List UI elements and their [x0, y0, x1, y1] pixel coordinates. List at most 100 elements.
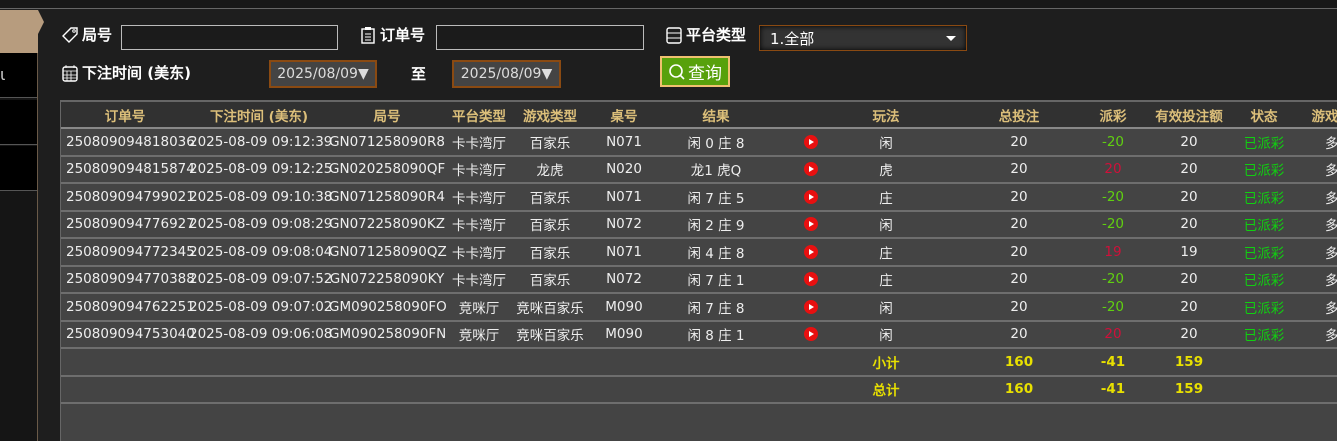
status-cell: 已派彩: [1229, 238, 1299, 267]
play-cell: 庄: [851, 238, 921, 267]
time-cell: 2025-08-09 09:07:02: [189, 293, 332, 322]
table-cell: M090: [587, 320, 661, 349]
mode-cell: 多台: [1299, 128, 1337, 157]
bet-cell: 20: [921, 210, 1077, 239]
table-row[interactable]: 250809094818036 2025-08-09 09:12:39 GN0712…: [61, 128, 1337, 157]
clipboard-icon: [361, 26, 375, 44]
order-label: 订单号: [359, 24, 425, 45]
payout-cell: -20: [1077, 293, 1149, 322]
sidebar-item[interactable]: ι: [0, 53, 37, 98]
payout-cell: -20: [1077, 210, 1149, 239]
platform-cell: 卡卡湾厅: [445, 183, 513, 212]
status-cell: 已派彩: [1229, 128, 1299, 157]
table-row[interactable]: 250809094815874 2025-08-09 09:12:25 GN0202…: [61, 155, 1337, 184]
valid-cell: 20: [1149, 155, 1229, 184]
time-cell: 2025-08-09 09:10:38: [189, 183, 332, 212]
play-video-icon[interactable]: [804, 189, 818, 204]
game-cell: 竞咪百家乐: [513, 320, 587, 349]
subtotal-cell: 159: [1149, 348, 1229, 377]
play-video-icon[interactable]: [804, 327, 818, 342]
calendar-icon: [62, 64, 78, 82]
table-cell: M090: [587, 293, 661, 322]
mode-cell: 多台: [1299, 320, 1337, 349]
time-cell: 2025-08-09 09:08:29: [189, 210, 332, 239]
round-cell: GN072258090KZ: [329, 210, 445, 239]
total-row: 总计 160 -41 159: [61, 375, 1337, 404]
total-cell: [661, 375, 771, 404]
subtotal-cell: [587, 348, 661, 377]
total-cell: [513, 375, 587, 404]
play-cell: 庄: [851, 265, 921, 294]
order-cell: 250809094799021: [61, 183, 195, 212]
play-video-icon[interactable]: [804, 162, 818, 177]
play-cell: 虎: [851, 155, 921, 184]
table-cell: N072: [587, 210, 661, 239]
table-cell: N071: [587, 238, 661, 267]
total-cell: [61, 375, 189, 404]
table-row[interactable]: 250809094776927 2025-08-09 09:08:29 GN0722…: [61, 210, 1337, 239]
date-from-picker[interactable]: 2025/08/09▼: [269, 60, 377, 88]
bet-cell: 20: [921, 155, 1077, 184]
date-to-picker[interactable]: 2025/08/09▼: [452, 60, 561, 88]
search-icon: [669, 63, 685, 80]
valid-cell: 20: [1149, 183, 1229, 212]
platform-cell: 卡卡湾厅: [445, 210, 513, 239]
play-video-icon[interactable]: [804, 299, 818, 314]
payout-cell: 19: [1077, 238, 1149, 267]
payout-cell: 20: [1077, 320, 1149, 349]
replay-cell: [771, 320, 851, 349]
platform-cell: 卡卡湾厅: [445, 155, 513, 184]
total-cell: [1229, 375, 1299, 404]
total-cell: 160: [921, 375, 1077, 404]
play-video-icon[interactable]: [804, 272, 818, 287]
column-header: 桌号: [587, 102, 661, 129]
game-cell: 百家乐: [513, 265, 587, 294]
time-cell: 2025-08-09 09:12:39: [189, 128, 332, 157]
table-row[interactable]: 250809094753040 2025-08-09 09:06:08 GM0902…: [61, 320, 1337, 349]
sidebar-item[interactable]: [0, 146, 37, 191]
platform-label: 平台类型: [665, 24, 746, 45]
query-button[interactable]: 查询: [660, 56, 730, 87]
order-input[interactable]: [436, 25, 644, 50]
play-video-icon[interactable]: [804, 217, 818, 232]
replay-cell: [771, 210, 851, 239]
total-cell: [771, 375, 851, 404]
table-row[interactable]: 250809094799021 2025-08-09 09:10:38 GN0712…: [61, 183, 1337, 212]
replay-cell: [771, 128, 851, 157]
table-row[interactable]: 250809094772345 2025-08-09 09:08:04 GN0712…: [61, 238, 1337, 267]
replay-cell: [771, 265, 851, 294]
column-header: 订单号: [61, 102, 189, 129]
round-input[interactable]: [121, 25, 338, 50]
status-cell: 已派彩: [1229, 320, 1299, 349]
play-video-icon[interactable]: [804, 244, 818, 259]
status-cell: 已派彩: [1229, 155, 1299, 184]
table-row[interactable]: 250809094762251 2025-08-09 09:07:02 GM0902…: [61, 293, 1337, 322]
replay-cell: [771, 183, 851, 212]
bet-records-table: 订单号 下注时间 (美东) 局号 平台类型 游戏类型 桌号 结果 玩法 总投注 派彩 有效投注额 状态…: [60, 100, 1337, 441]
list-icon: [666, 26, 682, 44]
order-cell: 250809094818036: [61, 128, 195, 157]
platform-cell: 竞咪厅: [445, 320, 513, 349]
replay-cell: [771, 293, 851, 322]
bet-cell: 20: [921, 128, 1077, 157]
play-video-icon[interactable]: [804, 134, 818, 149]
time-label: 下注时间 (美东): [61, 62, 191, 83]
sidebar-item[interactable]: [0, 100, 37, 145]
result-cell: 闲 7 庄 5: [661, 183, 771, 212]
sidebar-item-active[interactable]: [0, 10, 38, 53]
game-cell: 百家乐: [513, 210, 587, 239]
bet-cell: 20: [921, 183, 1077, 212]
subtotal-cell: [661, 348, 771, 377]
round-cell: GM090258090FO: [329, 293, 447, 322]
payout-cell: -20: [1077, 128, 1149, 157]
result-cell: 闲 8 庄 1: [661, 320, 771, 349]
replay-cell: [771, 238, 851, 267]
table-header: 订单号 下注时间 (美东) 局号 平台类型 游戏类型 桌号 结果 玩法 总投注 派彩 有效投注额 状态…: [61, 102, 1337, 129]
platform-select[interactable]: 1.全部: [759, 25, 967, 51]
order-cell: 250809094753040: [61, 320, 195, 349]
table-row[interactable]: 250809094770388 2025-08-09 09:07:52 GN0722…: [61, 265, 1337, 294]
payout-cell: -20: [1077, 183, 1149, 212]
column-header: 派彩: [1077, 102, 1149, 129]
time-cell: 2025-08-09 09:06:08: [189, 320, 332, 349]
round-label: 局号: [61, 24, 112, 45]
